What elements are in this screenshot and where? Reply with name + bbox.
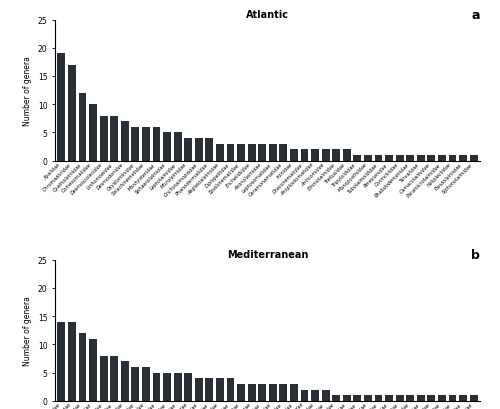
Bar (121, 122, 128, 161)
Bar (258, 144, 266, 161)
Title: Atlantic: Atlantic (246, 10, 289, 20)
Bar (280, 384, 287, 401)
Bar (438, 156, 446, 161)
Bar (269, 384, 277, 401)
Bar (417, 395, 425, 401)
Bar (195, 139, 202, 161)
Text: a: a (472, 9, 480, 22)
Bar (248, 144, 256, 161)
Bar (206, 378, 214, 401)
Bar (237, 144, 245, 161)
Y-axis label: Number of genera: Number of genera (23, 296, 32, 365)
Bar (290, 150, 298, 161)
Bar (58, 54, 66, 161)
Bar (406, 156, 414, 161)
Title: Mediterranean: Mediterranean (227, 249, 308, 259)
Bar (364, 156, 372, 161)
Bar (174, 133, 182, 161)
Bar (132, 367, 140, 401)
Bar (396, 156, 404, 161)
Bar (58, 322, 66, 401)
Bar (152, 128, 160, 161)
Bar (322, 150, 330, 161)
Bar (354, 395, 362, 401)
Bar (428, 395, 436, 401)
Bar (100, 116, 108, 161)
Bar (258, 384, 266, 401)
Bar (100, 356, 108, 401)
Bar (343, 395, 351, 401)
Bar (174, 373, 182, 401)
Bar (89, 105, 97, 161)
Bar (121, 362, 128, 401)
Bar (226, 144, 234, 161)
Bar (364, 395, 372, 401)
Bar (163, 133, 171, 161)
Bar (459, 395, 467, 401)
Y-axis label: Number of genera: Number of genera (23, 56, 32, 126)
Bar (68, 65, 76, 161)
Bar (438, 395, 446, 401)
Bar (448, 156, 456, 161)
Bar (417, 156, 425, 161)
Bar (311, 389, 319, 401)
Bar (78, 333, 86, 401)
Bar (354, 156, 362, 161)
Bar (280, 144, 287, 161)
Bar (374, 395, 382, 401)
Bar (385, 156, 393, 161)
Bar (248, 384, 256, 401)
Bar (470, 395, 478, 401)
Bar (290, 384, 298, 401)
Bar (68, 322, 76, 401)
Bar (406, 395, 414, 401)
Bar (311, 150, 319, 161)
Bar (110, 116, 118, 161)
Bar (396, 395, 404, 401)
Bar (332, 150, 340, 161)
Text: b: b (471, 249, 480, 262)
Bar (110, 356, 118, 401)
Bar (226, 378, 234, 401)
Bar (89, 339, 97, 401)
Bar (269, 144, 277, 161)
Bar (322, 389, 330, 401)
Bar (216, 144, 224, 161)
Bar (374, 156, 382, 161)
Bar (237, 384, 245, 401)
Bar (142, 367, 150, 401)
Bar (132, 128, 140, 161)
Bar (470, 156, 478, 161)
Bar (459, 156, 467, 161)
Bar (448, 395, 456, 401)
Bar (184, 139, 192, 161)
Bar (300, 150, 308, 161)
Bar (206, 139, 214, 161)
Bar (142, 128, 150, 161)
Bar (332, 395, 340, 401)
Bar (195, 378, 202, 401)
Bar (343, 150, 351, 161)
Bar (184, 373, 192, 401)
Bar (300, 389, 308, 401)
Bar (428, 156, 436, 161)
Bar (152, 373, 160, 401)
Bar (163, 373, 171, 401)
Bar (78, 94, 86, 161)
Bar (216, 378, 224, 401)
Bar (385, 395, 393, 401)
